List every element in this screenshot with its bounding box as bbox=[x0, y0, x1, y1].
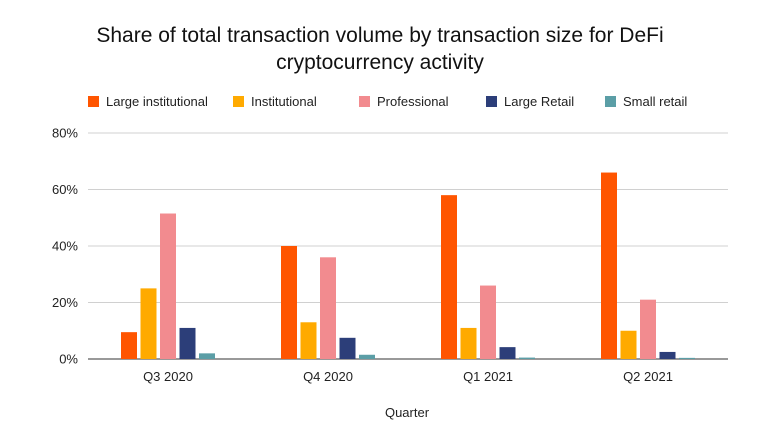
legend-swatch bbox=[233, 96, 244, 107]
bar bbox=[480, 285, 496, 359]
bar bbox=[179, 327, 196, 359]
bar bbox=[300, 322, 317, 359]
x-axis-label: Quarter bbox=[385, 405, 430, 420]
bar bbox=[659, 351, 676, 359]
legend: Large institutional Institutional Professi… bbox=[88, 94, 687, 109]
chart-title-line-2: cryptocurrency activity bbox=[276, 51, 484, 74]
legend-label: Large Retail bbox=[504, 94, 574, 109]
bar bbox=[499, 347, 516, 359]
legend-swatch bbox=[88, 96, 99, 107]
bar bbox=[199, 353, 215, 359]
chart-title-line-1: Share of total transaction volume by tra… bbox=[96, 24, 663, 47]
x-tick-label: Q2 2021 bbox=[623, 369, 673, 384]
bar bbox=[160, 213, 176, 359]
x-tick-label: Q4 2020 bbox=[303, 369, 353, 384]
bar bbox=[359, 354, 375, 359]
y-tick-label: 60% bbox=[52, 182, 78, 197]
y-tick-label: 80% bbox=[52, 126, 78, 141]
legend-label: Small retail bbox=[623, 94, 687, 109]
bar bbox=[121, 332, 137, 359]
legend-swatch bbox=[605, 96, 616, 107]
bar bbox=[339, 337, 356, 359]
legend-label: Large institutional bbox=[106, 94, 208, 109]
bar bbox=[460, 327, 477, 359]
bar bbox=[679, 357, 695, 359]
x-tick-label: Q3 2020 bbox=[143, 369, 193, 384]
bar bbox=[601, 172, 617, 359]
bar bbox=[620, 330, 637, 359]
legend-label: Institutional bbox=[251, 94, 317, 109]
legend-swatch bbox=[359, 96, 370, 107]
x-tick-label: Q1 2021 bbox=[463, 369, 513, 384]
y-tick-label: 0% bbox=[59, 352, 78, 367]
bars bbox=[121, 172, 695, 359]
x-axis-ticks: Q3 2020 Q4 2020 Q1 2021 Q2 2021 bbox=[143, 369, 673, 384]
y-tick-label: 20% bbox=[52, 295, 78, 310]
bar bbox=[140, 288, 157, 359]
bar bbox=[640, 299, 656, 359]
gridlines bbox=[88, 132, 728, 360]
bar bbox=[441, 195, 457, 359]
legend-label: Professional bbox=[377, 94, 449, 109]
y-tick-label: 40% bbox=[52, 239, 78, 254]
bar bbox=[320, 257, 336, 359]
bar bbox=[519, 357, 535, 359]
legend-swatch bbox=[486, 96, 497, 107]
y-axis-ticks: 0% 20% 40% 60% 80% bbox=[52, 126, 78, 367]
bar bbox=[281, 246, 297, 359]
